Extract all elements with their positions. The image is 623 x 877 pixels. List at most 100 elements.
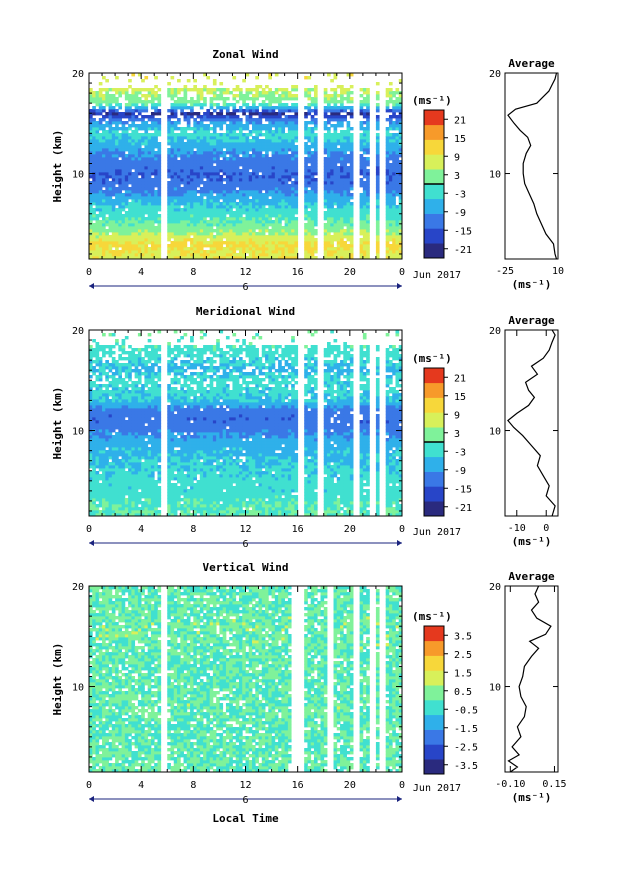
heatmap-cell	[167, 151, 171, 154]
heatmap-cell	[151, 163, 155, 166]
heatmap-cell	[200, 118, 204, 121]
heatmap-cell	[154, 244, 158, 247]
heatmap-cell	[350, 148, 354, 151]
heatmap-cell	[226, 124, 230, 127]
heatmap-cell	[219, 166, 223, 169]
heatmap-cell	[131, 97, 135, 100]
heatmap-cell	[203, 148, 207, 151]
heatmap-cell	[347, 214, 351, 217]
heatmap-cell	[285, 217, 289, 220]
heatmap-cell	[376, 124, 380, 127]
heatmap-cell	[262, 181, 266, 184]
heatmap-cell	[135, 157, 139, 160]
heatmap-cell	[122, 127, 126, 130]
heatmap-cell	[347, 187, 351, 190]
heatmap-cell	[151, 169, 155, 172]
heatmap-cell	[128, 211, 132, 214]
heatmap-cell	[151, 217, 155, 220]
heatmap-cell	[102, 363, 106, 366]
heatmap-cell	[203, 232, 207, 235]
heatmap-cell	[157, 205, 161, 208]
heatmap-cell	[334, 103, 338, 106]
heatmap-cell	[96, 172, 100, 175]
heatmap-cell	[99, 363, 103, 366]
heatmap-cell	[363, 142, 367, 145]
heatmap-cell	[252, 157, 256, 160]
heatmap-cell	[363, 208, 367, 211]
heatmap-cell	[96, 447, 100, 450]
heatmap-cell	[343, 232, 347, 235]
heatmap-cell	[138, 205, 142, 208]
heatmap-cell	[122, 199, 126, 202]
heatmap-cell	[324, 127, 328, 130]
heatmap-cell	[360, 124, 364, 127]
heatmap-cell	[180, 199, 184, 202]
heatmap-cell	[96, 432, 100, 435]
heatmap-cell	[327, 172, 331, 175]
heatmap-cell	[96, 100, 100, 103]
heatmap-cell	[278, 112, 282, 115]
heatmap-cell	[200, 145, 204, 148]
heatmap-cell	[268, 130, 272, 133]
heatmap-cell	[112, 208, 116, 211]
heatmap-cell	[236, 202, 240, 205]
heatmap-cell	[360, 247, 364, 250]
heatmap-cell	[255, 76, 259, 79]
heatmap-cell	[255, 136, 259, 139]
heatmap-cell	[272, 181, 276, 184]
heatmap-cell	[190, 217, 194, 220]
heatmap-cell	[395, 253, 399, 256]
heatmap-cell	[389, 127, 393, 130]
heatmap-cell	[278, 232, 282, 235]
heatmap-cell	[340, 223, 344, 226]
heatmap-cell	[246, 136, 250, 139]
heatmap-cell	[206, 88, 210, 91]
heatmap-cell	[154, 118, 158, 121]
heatmap-cell	[262, 175, 266, 178]
heatmap-cell	[285, 220, 289, 223]
heatmap-cell	[285, 238, 289, 241]
heatmap-cell	[304, 169, 308, 172]
heatmap-cell	[122, 145, 126, 148]
heatmap-cell	[334, 166, 338, 169]
heatmap-cell	[89, 208, 93, 211]
heatmap-cell	[135, 145, 139, 148]
heatmap-cell	[105, 396, 109, 399]
heatmap-cell	[190, 88, 194, 91]
heatmap-cell	[360, 208, 364, 211]
heatmap-cell	[141, 253, 145, 256]
heatmap-cell	[255, 127, 259, 130]
heatmap-cell	[206, 181, 210, 184]
heatmap-cell	[275, 193, 279, 196]
heatmap-cell	[115, 109, 119, 112]
heatmap-cell	[307, 217, 311, 220]
heatmap-cell	[216, 145, 220, 148]
heatmap-cell	[330, 109, 334, 112]
heatmap-cell	[122, 208, 126, 211]
heatmap-cell	[154, 145, 158, 148]
heatmap-cell	[171, 115, 175, 118]
heatmap-cell	[311, 97, 315, 100]
heatmap-cell	[363, 217, 367, 220]
heatmap-cell	[395, 238, 399, 241]
heatmap-cell	[109, 160, 113, 163]
heatmap-cell	[102, 106, 106, 109]
heatmap-cell	[281, 118, 285, 121]
heatmap-cell	[190, 127, 194, 130]
heatmap-cell	[141, 154, 145, 157]
heatmap-cell	[125, 196, 129, 199]
heatmap-cell	[334, 160, 338, 163]
heatmap-cell	[180, 202, 184, 205]
heatmap-cell	[327, 118, 331, 121]
heatmap-cell	[154, 217, 158, 220]
heatmap-cell	[105, 124, 109, 127]
heatmap-cell	[138, 208, 142, 211]
heatmap-cell	[216, 151, 220, 154]
heatmap-cell	[242, 112, 246, 115]
heatmap-cell	[265, 97, 269, 100]
heatmap-cell	[167, 94, 171, 97]
heatmap-cell	[105, 166, 109, 169]
colorbar-swatch	[424, 243, 444, 258]
heatmap-cell	[226, 187, 230, 190]
heatmap-cell	[157, 223, 161, 226]
